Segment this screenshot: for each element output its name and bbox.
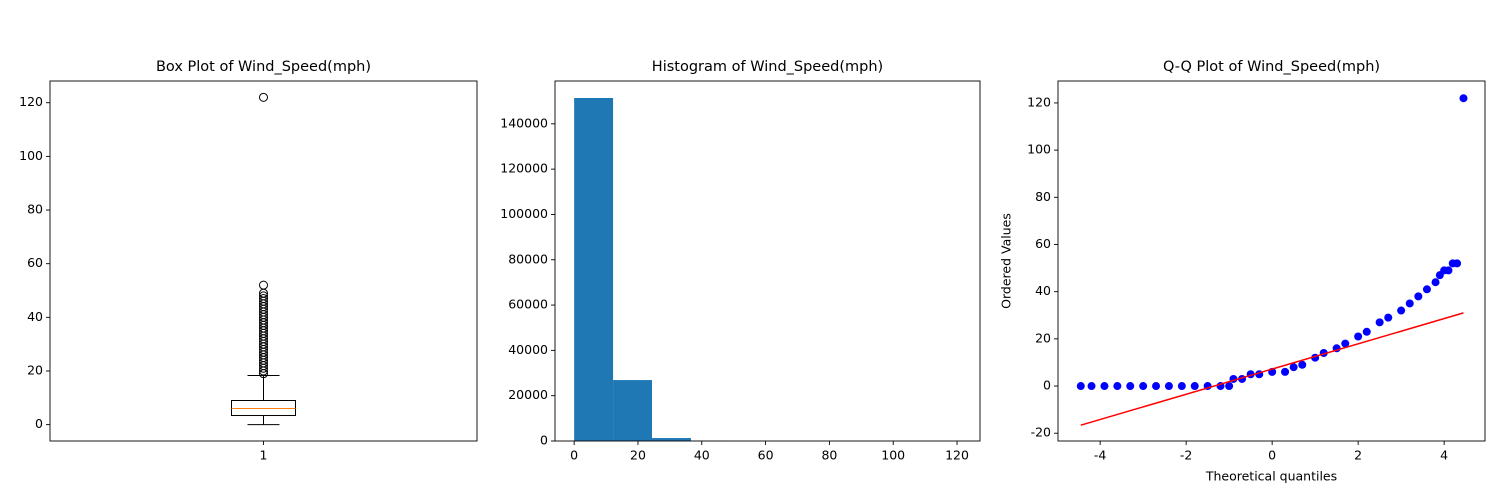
qq-point	[1164, 382, 1173, 391]
y-tick-label: -20	[1031, 425, 1051, 440]
fit-line	[1080, 312, 1464, 426]
qq-point	[1298, 360, 1307, 369]
y-tick-label: 80	[27, 202, 43, 217]
histogram-bar	[574, 97, 614, 441]
y-tick-label: 40	[1035, 283, 1051, 298]
qq-point	[1076, 382, 1085, 391]
qq-point	[1139, 382, 1148, 391]
qq-point	[1431, 278, 1440, 287]
qq-point	[1100, 382, 1109, 391]
outlier	[259, 291, 268, 301]
y-tick-label: 140000	[500, 115, 548, 130]
y-tick-label: 20	[1035, 330, 1051, 345]
y-axis-label: Ordered Values	[999, 213, 1014, 309]
qq-point	[1087, 382, 1096, 391]
axes-frame	[1057, 80, 1486, 442]
x-tick-label: 40	[694, 448, 710, 463]
qq-point	[1113, 382, 1122, 391]
y-tick-label: 40	[27, 309, 43, 324]
qq-point	[1152, 382, 1161, 391]
y-tick-label: 0	[540, 433, 548, 448]
outlier	[259, 92, 268, 102]
chart-title: Q-Q Plot of Wind_Speed(mph)	[1163, 59, 1380, 75]
qq-point	[1225, 382, 1234, 391]
x-tick-label: 2	[1354, 448, 1362, 463]
qq-point	[1375, 318, 1384, 327]
y-tick-label: 40000	[508, 342, 548, 357]
x-tick-label: 80	[821, 448, 837, 463]
x-tick-label: 60	[758, 448, 774, 463]
y-tick-label: 0	[35, 416, 43, 431]
qq-point	[1384, 313, 1393, 322]
y-tick-label: 20	[27, 362, 43, 377]
qq-point	[1405, 299, 1414, 308]
x-tick-label: -2	[1180, 448, 1192, 463]
x-tick-label: 4	[1440, 448, 1448, 463]
x-tick-label: 100	[881, 448, 905, 463]
x-tick-label: -4	[1094, 448, 1107, 463]
y-tick-label: 60	[1035, 236, 1051, 251]
qq-point	[1444, 266, 1453, 275]
qq-point	[1177, 382, 1186, 391]
x-tick-label: 1	[260, 448, 268, 463]
y-tick-label: 120000	[500, 161, 548, 176]
box	[231, 399, 296, 417]
qq-point	[1414, 292, 1423, 301]
qq-point	[1281, 367, 1290, 376]
chart-title: Histogram of Wind_Speed(mph)	[652, 59, 883, 75]
x-tick-label: 0	[570, 448, 578, 463]
histogram-bar	[651, 438, 691, 441]
x-axis-label: Theoretical quantiles	[1205, 469, 1337, 484]
x-tick-label: 20	[630, 448, 646, 463]
y-tick-label: 60	[27, 255, 43, 270]
y-tick-label: 120	[19, 94, 43, 109]
qq-point	[1341, 339, 1350, 348]
y-tick-label: 100000	[500, 206, 548, 221]
y-tick-label: 60000	[508, 297, 548, 312]
chart-title: Box Plot of Wind_Speed(mph)	[156, 59, 371, 75]
qq-point	[1362, 327, 1371, 336]
y-tick-label: 20000	[508, 387, 548, 402]
qq-point	[1459, 94, 1468, 103]
qq-point	[1354, 332, 1363, 341]
histogram-bar	[613, 380, 652, 441]
outlier	[259, 280, 268, 290]
y-tick-label: 120	[1027, 94, 1051, 109]
axes-frame	[554, 80, 981, 442]
qq-point	[1126, 382, 1135, 391]
y-tick-label: 80	[1035, 189, 1051, 204]
y-tick-label: 0	[1043, 378, 1051, 393]
x-tick-label: 120	[945, 448, 969, 463]
y-tick-label: 100	[19, 148, 43, 163]
x-tick-label: 0	[1268, 448, 1276, 463]
qq-point	[1422, 285, 1431, 294]
qq-point	[1190, 382, 1199, 391]
y-tick-label: 100	[1027, 142, 1051, 157]
qq-point	[1289, 363, 1298, 372]
qq-point	[1397, 306, 1406, 315]
y-tick-label: 80000	[508, 251, 548, 266]
qq-point	[1453, 259, 1462, 268]
outlier	[259, 294, 268, 304]
